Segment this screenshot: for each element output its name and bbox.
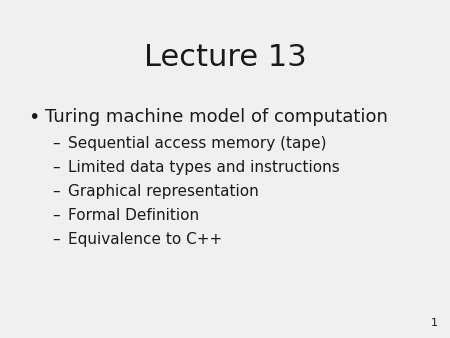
Text: Sequential access memory (tape): Sequential access memory (tape) [68,136,327,151]
Text: Turing machine model of computation: Turing machine model of computation [45,108,388,126]
Text: Lecture 13: Lecture 13 [144,43,306,72]
Text: 1: 1 [431,318,438,328]
Text: –: – [52,160,59,175]
Text: Formal Definition: Formal Definition [68,208,199,223]
Text: –: – [52,208,59,223]
Text: –: – [52,232,59,247]
Text: –: – [52,136,59,151]
Text: Limited data types and instructions: Limited data types and instructions [68,160,340,175]
Text: •: • [28,108,40,127]
Text: Equivalence to C++: Equivalence to C++ [68,232,222,247]
Text: Graphical representation: Graphical representation [68,184,259,199]
Text: –: – [52,184,59,199]
